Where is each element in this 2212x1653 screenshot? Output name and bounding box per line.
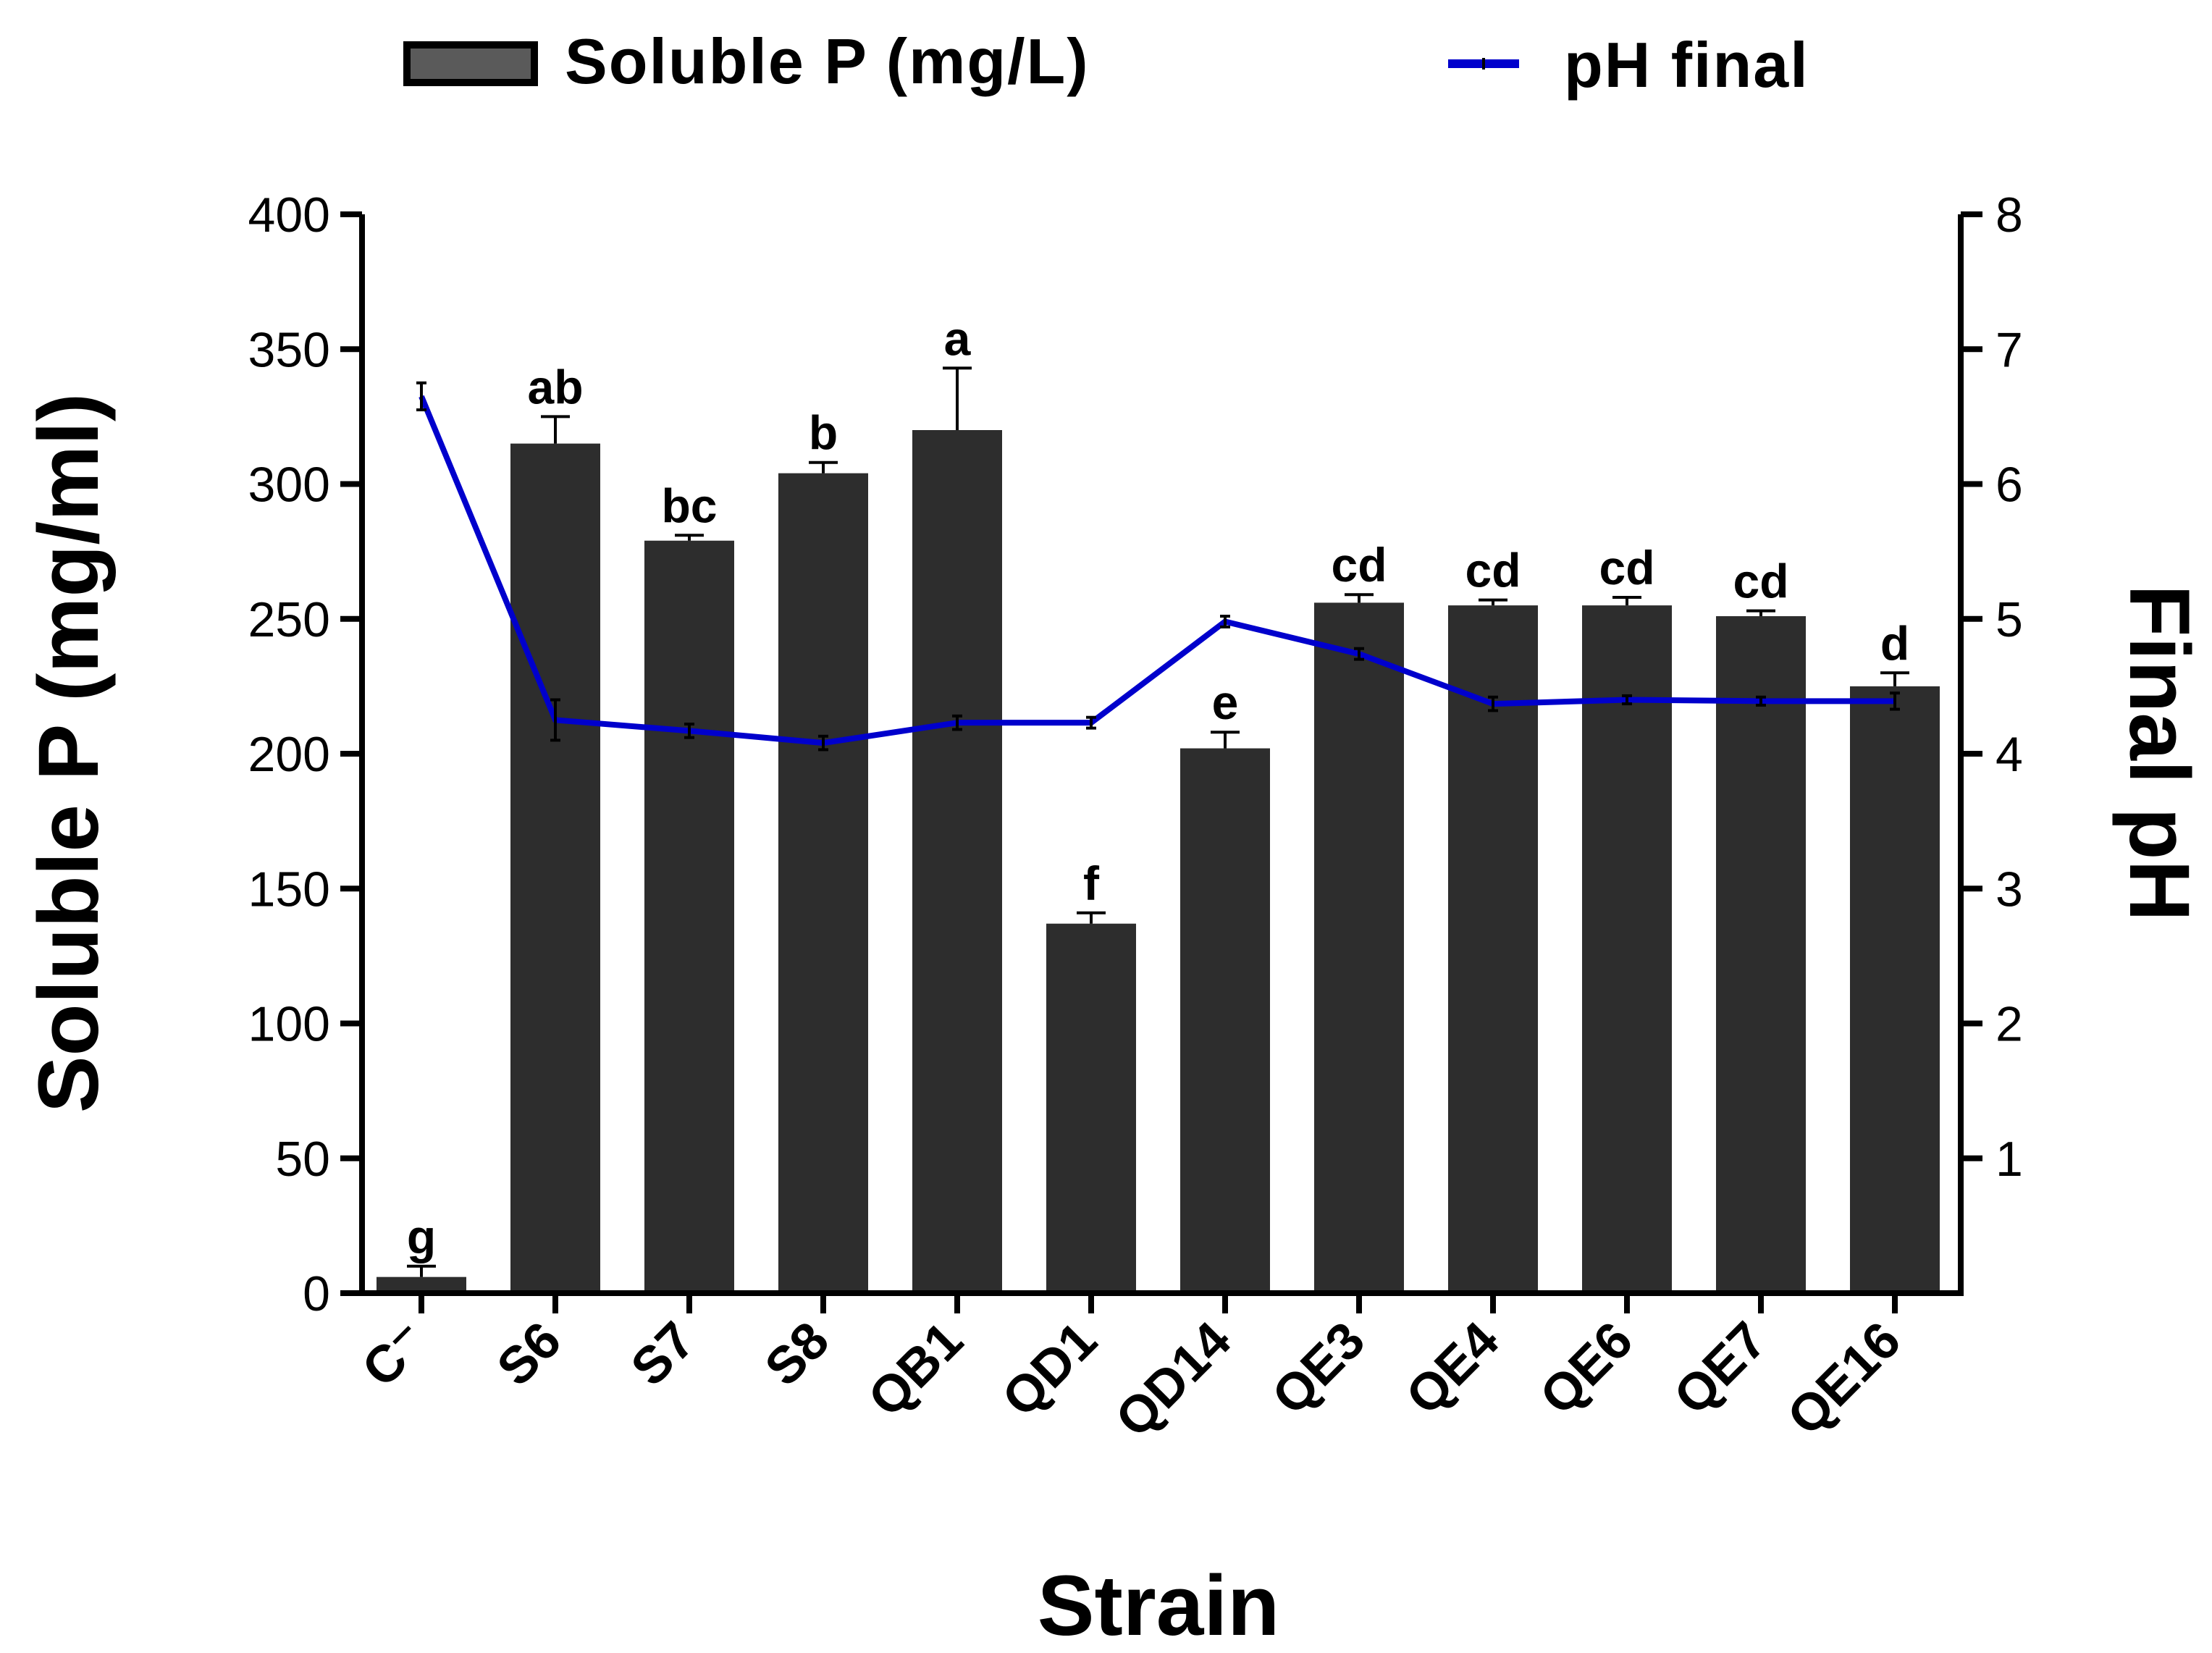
x-tick-label-4: QB1 — [857, 1311, 974, 1428]
y2-tick-label-8: 8 — [1996, 188, 2023, 243]
y2-tick-label-5: 5 — [1996, 592, 2023, 647]
x-tick-label-6: QD14 — [1105, 1311, 1242, 1449]
bar-11 — [1850, 686, 1940, 1293]
significance-label-4: a — [944, 311, 972, 365]
legend: Soluble P (mg/L) pH final — [403, 25, 1809, 101]
y-tick-label-0: 0 — [303, 1266, 330, 1321]
y-tick-label-50: 50 — [275, 1132, 330, 1187]
bar-6 — [1180, 748, 1270, 1293]
x-tick-label-8: QE4 — [1395, 1311, 1510, 1426]
significance-label-7: cd — [1331, 538, 1387, 592]
plot-area: g ab bc b a f e cd cd cd cd d 0 50 100 150 200 250 300 350 4… — [248, 188, 2023, 1448]
x-tick-label-7: QE3 — [1261, 1311, 1376, 1426]
bar-2 — [644, 540, 734, 1293]
ph-line — [419, 395, 1895, 746]
y-tick-label-300: 300 — [248, 458, 330, 513]
x-tick-label-10: QE7 — [1663, 1311, 1778, 1426]
significance-label-11: d — [1880, 616, 1909, 670]
significance-label-6: e — [1212, 676, 1239, 729]
x-tick-label-2: S7 — [620, 1311, 706, 1397]
y-tick-label-100: 100 — [248, 997, 330, 1052]
x-tick-label-5: QD1 — [991, 1311, 1108, 1428]
y-tick-label-200: 200 — [248, 727, 330, 782]
bar-4 — [912, 430, 1002, 1293]
y2-tick-label-6: 6 — [1996, 458, 2023, 513]
y-tick-label-400: 400 — [248, 188, 330, 243]
y-axis-title: Soluble P (mg/ml) — [21, 393, 117, 1113]
significance-label-1: ab — [527, 360, 583, 413]
bar-9 — [1582, 605, 1672, 1293]
y2-tick-label-3: 3 — [1996, 862, 2023, 917]
y-tick-label-350: 350 — [248, 322, 330, 377]
bar-8 — [1448, 605, 1538, 1293]
significance-label-5: f — [1083, 857, 1100, 910]
significance-label-3: b — [809, 406, 838, 460]
significance-label-2: bc — [661, 479, 717, 532]
bar-0 — [377, 1276, 466, 1293]
x-tick-label-3: S8 — [754, 1311, 840, 1397]
y2-tick-label-1: 1 — [1996, 1132, 2023, 1187]
y2-tick-label-7: 7 — [1996, 322, 2023, 377]
y2-tick-label-4: 4 — [1996, 727, 2023, 782]
x-tick-label-11: QE16 — [1777, 1311, 1912, 1447]
bar-1 — [510, 443, 600, 1293]
bar-7 — [1314, 602, 1404, 1293]
y-tick-label-250: 250 — [248, 592, 330, 647]
y-tick-label-150: 150 — [248, 862, 330, 917]
significance-label-9: cd — [1599, 541, 1654, 594]
x-axis-title: Strain — [1038, 1558, 1279, 1653]
legend-bar-label: Soluble P (mg/L) — [565, 25, 1090, 97]
significance-label-8: cd — [1465, 544, 1521, 597]
bar-5 — [1046, 923, 1136, 1293]
x-tick-label-1: S6 — [486, 1311, 572, 1397]
legend-bar-swatch — [403, 41, 538, 86]
y2-axis-title: Final pH — [2111, 584, 2207, 921]
y2-tick-label-2: 2 — [1996, 997, 2023, 1052]
bar-10 — [1716, 616, 1806, 1293]
legend-line-label: pH final — [1564, 29, 1809, 101]
x-tick-label-0: C⁻ — [351, 1311, 438, 1398]
significance-label-0: g — [407, 1210, 436, 1263]
x-tick-label-9: QE6 — [1529, 1311, 1644, 1426]
significance-label-10: cd — [1733, 555, 1788, 608]
bar-3 — [778, 473, 868, 1293]
